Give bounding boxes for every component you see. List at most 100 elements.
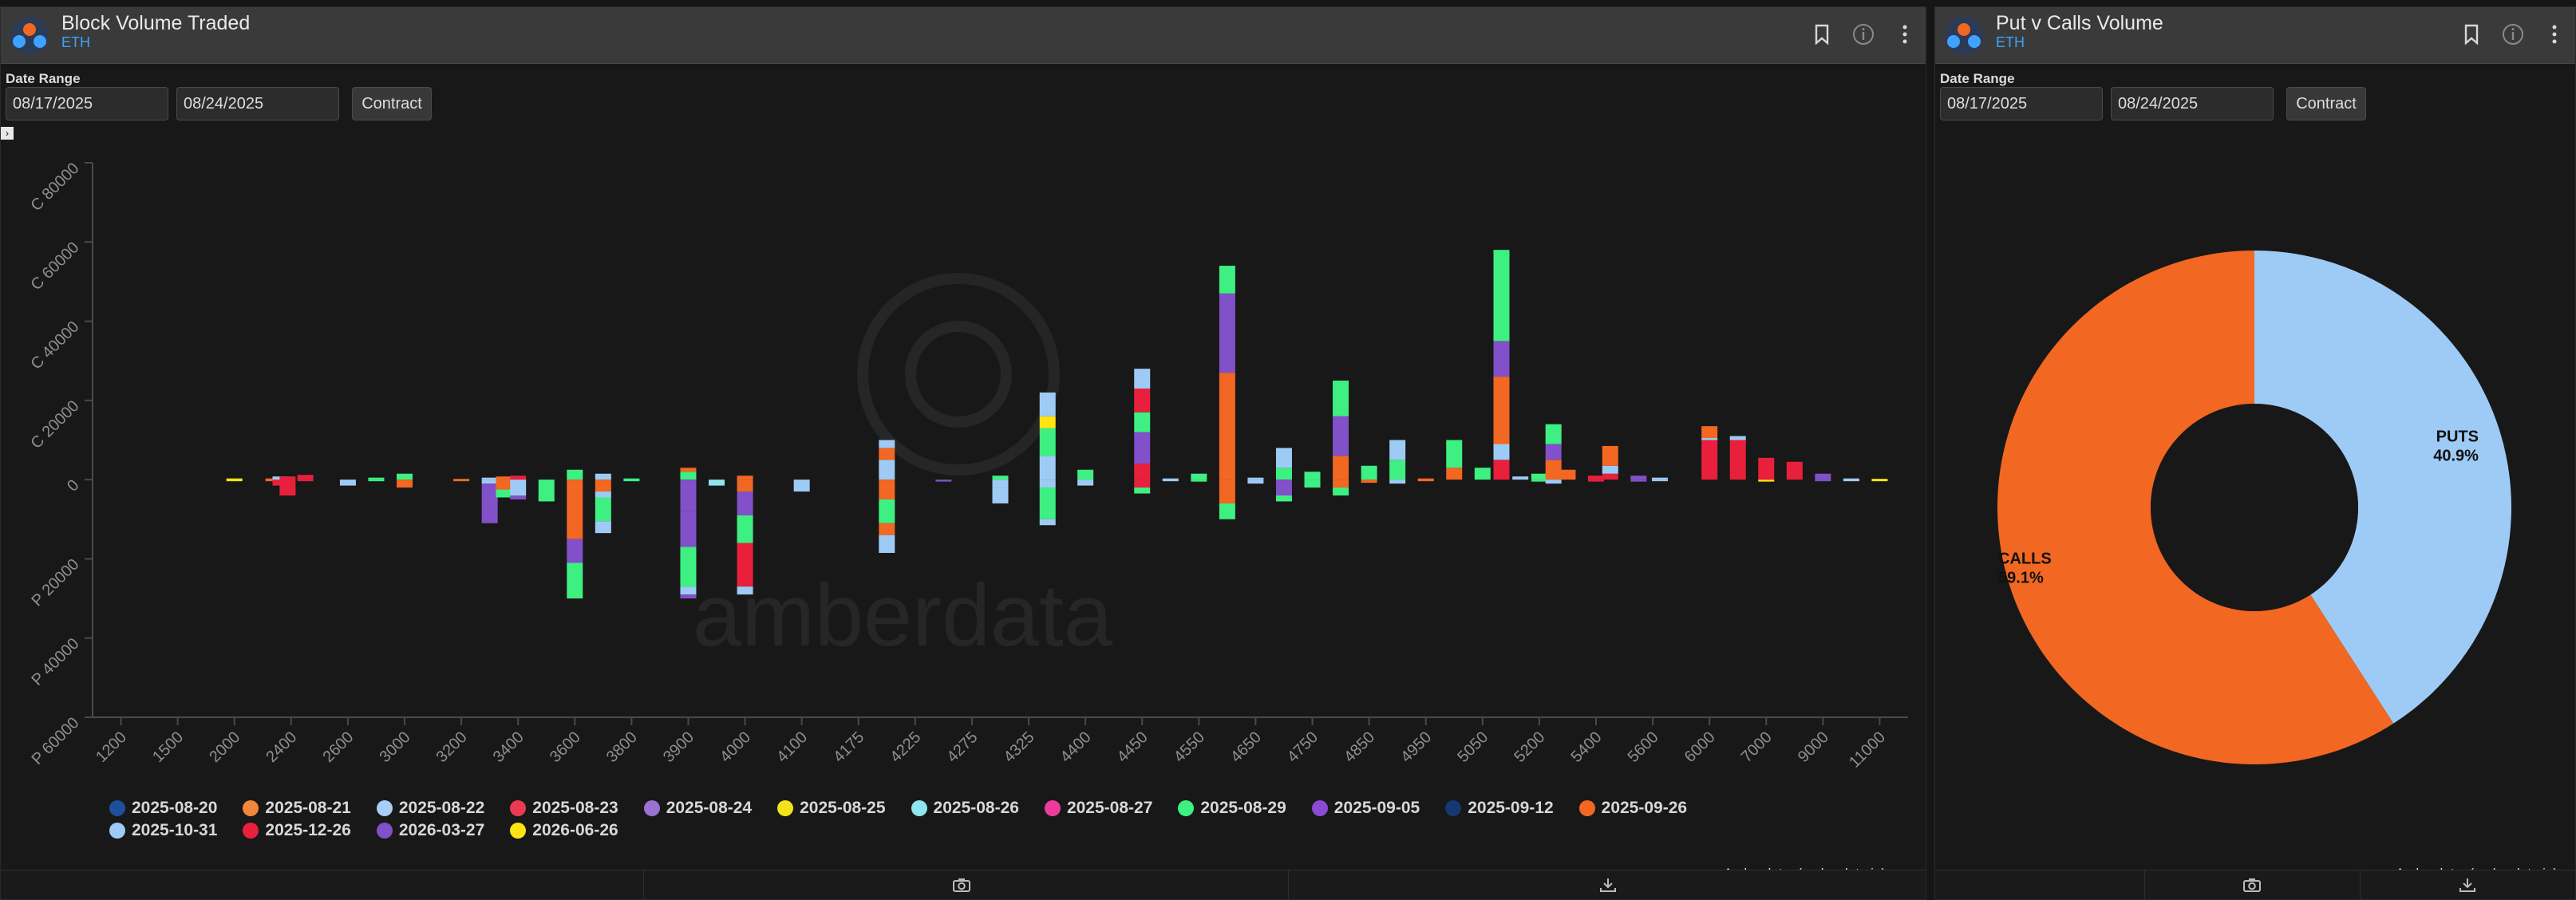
legend-item[interactable]: 2025-09-05 [1311, 797, 1420, 819]
bar-segment[interactable] [793, 480, 810, 492]
bar-segment[interactable] [1333, 456, 1349, 480]
legend-item[interactable]: 2025-08-22 [376, 797, 484, 819]
bar-segment[interactable] [1815, 480, 1831, 482]
pie-slice-puts[interactable] [2254, 251, 2511, 724]
bar-segment[interactable] [1512, 476, 1529, 480]
bar-segment[interactable] [1531, 480, 1547, 482]
bar-segment[interactable] [1134, 480, 1151, 488]
bar-segment[interactable] [1039, 488, 1056, 519]
bar-segment[interactable] [1247, 477, 1264, 480]
bar-segment[interactable] [1417, 478, 1434, 480]
bar-segment[interactable] [1039, 392, 1056, 416]
legend-item[interactable]: 2026-06-26 [510, 819, 618, 842]
bar-segment[interactable] [879, 448, 895, 460]
bar-segment[interactable] [1219, 503, 1235, 519]
bar-segment[interactable] [1493, 250, 1510, 341]
pie-slice-calls[interactable] [1997, 251, 2394, 764]
bar-segment[interactable] [1531, 473, 1547, 480]
bar-segment[interactable] [1602, 465, 1618, 474]
bar-segment[interactable] [453, 480, 470, 482]
bar-segment[interactable] [1219, 373, 1235, 480]
bar-segment[interactable] [1333, 416, 1349, 456]
bar-segment[interactable] [1275, 480, 1292, 495]
bar-segment[interactable] [680, 586, 697, 595]
bar-segment[interactable] [595, 491, 611, 498]
bar-segment[interactable] [1630, 476, 1647, 480]
bookmark-icon[interactable] [2460, 22, 2483, 47]
bar-segment[interactable] [279, 480, 296, 495]
bar-segment[interactable] [992, 476, 1009, 480]
bar-segment[interactable] [1701, 438, 1718, 440]
bar-segment[interactable] [1545, 460, 1562, 480]
bar-segment[interactable] [1843, 480, 1859, 482]
bar-segment[interactable] [879, 499, 895, 523]
bar-segment[interactable] [1701, 426, 1718, 439]
bar-segment[interactable] [1275, 468, 1292, 480]
bar-segment[interactable] [1077, 480, 1094, 486]
start-date-input[interactable]: 08/17/2025 [1940, 87, 2103, 120]
bar-segment[interactable] [1758, 457, 1775, 480]
bar-segment[interactable] [1815, 473, 1831, 480]
bar-segment[interactable] [1651, 477, 1668, 480]
bar-segment[interactable] [595, 521, 611, 534]
bar-segment[interactable] [496, 489, 512, 498]
bar-segment[interactable] [1729, 436, 1746, 440]
bar-segment[interactable] [1493, 460, 1510, 480]
bar-segment[interactable] [737, 480, 753, 492]
bar-segment[interactable] [1758, 480, 1775, 482]
bar-segment[interactable] [1304, 480, 1321, 488]
bar-segment[interactable] [1219, 293, 1235, 373]
bar-segment[interactable] [1247, 480, 1264, 484]
bar-segment[interactable] [297, 480, 314, 482]
camera-icon[interactable] [2242, 877, 2262, 893]
legend-item[interactable]: 2025-09-12 [1445, 797, 1554, 819]
bar-segment[interactable] [368, 477, 385, 480]
bar-segment[interactable] [680, 480, 697, 511]
bar-segment[interactable] [1389, 460, 1406, 480]
bar-segment[interactable] [1843, 478, 1859, 480]
bar-segment[interactable] [1039, 456, 1056, 480]
bar-segment[interactable] [226, 478, 243, 480]
download-icon[interactable] [1598, 877, 1618, 893]
legend-item[interactable]: 2025-08-21 [243, 797, 351, 819]
bar-segment[interactable] [1729, 440, 1746, 480]
bar-segment[interactable] [1039, 428, 1056, 456]
bar-segment[interactable] [1361, 480, 1377, 484]
bar-segment[interactable] [1602, 445, 1618, 466]
expand-toggle-icon[interactable]: › [1, 127, 14, 140]
bar-segment[interactable] [297, 475, 314, 480]
bar-segment[interactable] [1134, 464, 1151, 480]
legend-item[interactable]: 2025-08-20 [109, 797, 217, 819]
bar-segment[interactable] [481, 484, 498, 523]
bar-segment[interactable] [1191, 480, 1207, 482]
bar-segment[interactable] [1651, 480, 1668, 482]
bar-segment[interactable] [226, 480, 243, 482]
bar-segment[interactable] [496, 480, 512, 490]
bar-segment[interactable] [567, 562, 583, 599]
legend-item[interactable]: 2025-08-25 [777, 797, 886, 819]
bar-segment[interactable] [1871, 480, 1888, 482]
bar-segment[interactable] [879, 535, 895, 553]
bar-segment[interactable] [1630, 480, 1647, 482]
bar-segment[interactable] [1446, 440, 1463, 468]
bookmark-icon[interactable] [1811, 22, 1833, 47]
bar-segment[interactable] [496, 476, 512, 480]
bar-segment[interactable] [1134, 388, 1151, 412]
bar-segment[interactable] [1275, 495, 1292, 502]
bar-segment[interactable] [1545, 480, 1562, 484]
bar-segment[interactable] [1474, 468, 1491, 480]
legend-item[interactable]: 2025-08-26 [911, 797, 1019, 819]
bar-segment[interactable] [481, 477, 498, 480]
bar-segment[interactable] [680, 511, 697, 547]
bar-segment[interactable] [737, 543, 753, 587]
bar-segment[interactable] [595, 473, 611, 480]
info-icon[interactable] [2502, 22, 2524, 47]
legend-item[interactable]: 2026-03-27 [376, 819, 484, 842]
bar-segment[interactable] [1389, 440, 1406, 460]
legend-item[interactable]: 2025-09-26 [1578, 797, 1687, 819]
bar-segment[interactable] [1333, 488, 1349, 495]
bar-segment[interactable] [339, 480, 356, 486]
bar-segment[interactable] [1446, 468, 1463, 480]
bar-segment[interactable] [1333, 381, 1349, 416]
bar-segment[interactable] [1493, 341, 1510, 377]
